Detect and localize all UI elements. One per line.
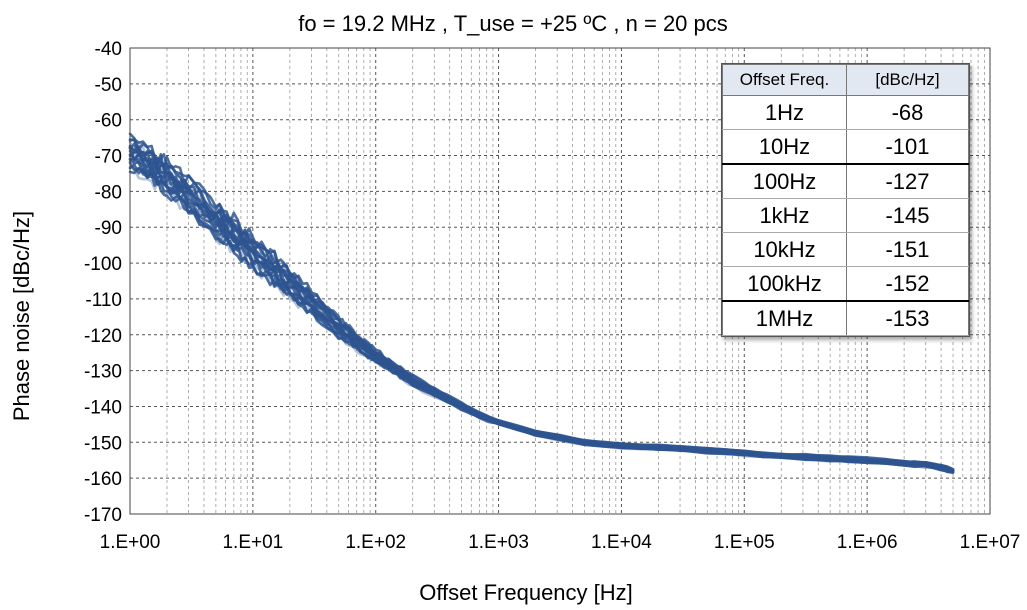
y-tick-label: -80 [95,182,122,203]
inset-table-header-row: Offset Freq. [dBc/Hz] [723,65,969,96]
y-tick-label: -100 [84,254,122,275]
y-tick-label: -40 [95,39,122,60]
inset-table-header-offset: Offset Freq. [723,65,847,96]
x-tick-label: 1.E+04 [591,532,652,553]
y-tick-label: -160 [84,469,122,490]
inset-table-value: -127 [847,164,969,199]
inset-table-offset: 1kHz [723,199,847,233]
x-tick-label: 1.E+02 [345,532,406,553]
y-tick-label: -70 [95,147,122,168]
y-tick-label: -120 [84,326,122,347]
x-tick-label: 1.E+07 [960,532,1021,553]
inset-table-header-value: [dBc/Hz] [847,65,969,96]
x-axis-title: Offset Frequency [Hz] [419,580,633,605]
inset-table-offset: 10kHz [723,233,847,267]
inset-table-row: 1MHz -153 [723,301,969,336]
inset-table-value: -101 [847,130,969,165]
inset-table-row: 100Hz -127 [723,164,969,199]
inset-table-offset: 100Hz [723,164,847,199]
y-tick-label: -150 [84,433,122,454]
y-tick-label: -170 [84,505,122,526]
inset-table: Offset Freq. [dBc/Hz] 1Hz -68 10Hz -101 … [721,63,970,337]
y-axis-title: Phase noise [dBc/Hz] [9,211,34,421]
x-tick-label: 1.E+01 [222,532,283,553]
inset-table-value: -153 [847,301,969,336]
inset-table-offset: 100kHz [723,267,847,302]
x-axis: 1.E+00 1.E+01 1.E+02 1.E+03 1.E+04 1.E+05 1.E+… [100,532,1021,553]
y-tick-label: -50 [95,75,122,96]
inset-table-offset: 1Hz [723,96,847,130]
y-axis: -40 -50 -60 -70 -80 -90 -100 -110 -120 -130 -140 -1… [84,39,122,526]
y-tick-label: -110 [85,290,122,311]
inset-table-row: 1kHz -145 [723,199,969,233]
inset-table-value: -145 [847,199,969,233]
inset-table-row: 10kHz -151 [723,233,969,267]
inset-table-offset: 1MHz [723,301,847,336]
inset-table-row: 1Hz -68 [723,96,969,130]
y-tick-label: -90 [95,218,122,239]
x-tick-label: 1.E+05 [714,532,775,553]
inset-table-row: 10Hz -101 [723,130,969,165]
y-tick-label: -140 [84,397,122,418]
y-tick-label: -130 [84,362,122,383]
chart-title: fo = 19.2 MHz , T_use = +25 ºC , n = 20 … [298,11,728,36]
inset-table-value: -68 [847,96,969,130]
inset-table-row: 100kHz -152 [723,267,969,302]
y-tick-label: -60 [95,111,122,132]
inset-table-value: -152 [847,267,969,302]
x-tick-label: 1.E+06 [837,532,898,553]
x-tick-label: 1.E+00 [100,532,161,553]
inset-table-value: -151 [847,233,969,267]
x-tick-label: 1.E+03 [468,532,529,553]
inset-table-offset: 10Hz [723,130,847,165]
